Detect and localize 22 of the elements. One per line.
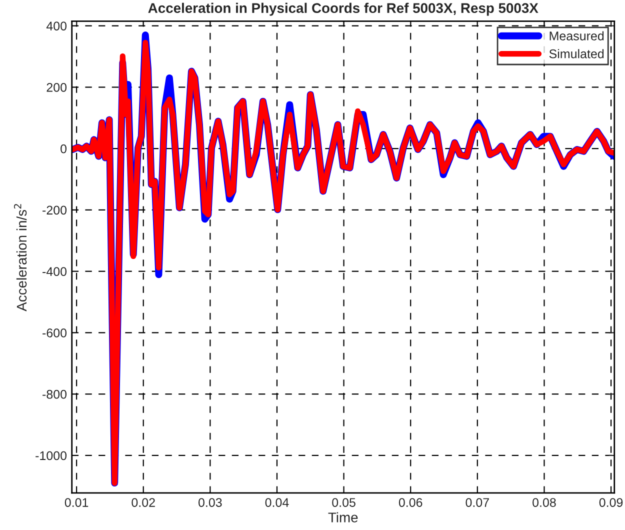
y-tick-label: 400	[46, 22, 67, 30]
x-tick-label: 0.01	[64, 498, 88, 507]
y-tick-label: -400	[42, 267, 67, 276]
x-tick-label: 0.08	[532, 498, 556, 507]
y-axis-title: Acceleration in/s$^{2}$	[14, 204, 27, 312]
legend-label: Measured	[550, 31, 604, 40]
y-tick-label: -200	[42, 206, 67, 215]
y-tick-label: -600	[42, 328, 67, 338]
x-tick-label: 0.07	[466, 498, 489, 507]
x-tick-label: 0.09	[599, 498, 623, 507]
x-tick-label: 0.05	[332, 498, 356, 507]
legend-label: Simulated	[549, 49, 604, 58]
x-axis-title: Time	[328, 512, 358, 522]
y-tick-label: -800	[42, 390, 67, 399]
y-tick-label: 0	[60, 144, 67, 154]
x-tick-label: 0.04	[265, 498, 289, 507]
x-tick-label: 0.03	[198, 498, 222, 507]
y-tick-label: 200	[46, 82, 67, 92]
x-tick-label: 0.02	[132, 498, 155, 507]
y-tick-label: -1000	[36, 451, 67, 460]
x-tick-label: 0.06	[398, 498, 422, 507]
chart-title: Acceleration in Physical Coords for Ref 5003X, Resp 5003X	[148, 2, 538, 16]
